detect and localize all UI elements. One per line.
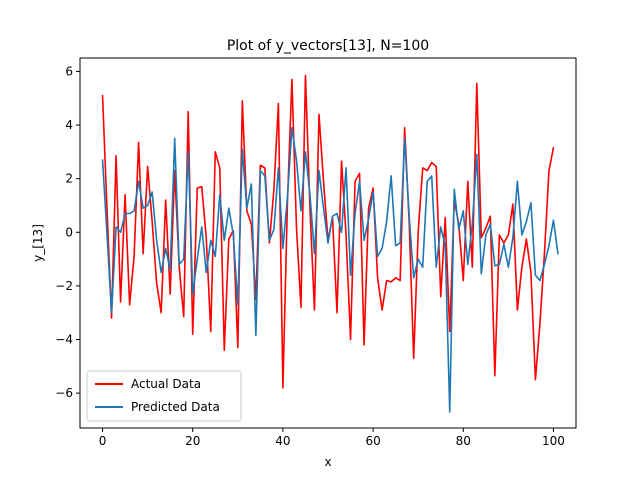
plot-frame [79, 57, 577, 429]
x-tick-label: 40 [275, 434, 290, 448]
x-axis: 0 20 40 60 80 100 [99, 428, 565, 448]
y-tick-label: 4 [65, 118, 73, 132]
x-axis-label: x [324, 455, 331, 469]
y-tick-label: 0 [65, 225, 73, 239]
y-tick-label: 6 [65, 64, 73, 78]
y-tick-label: 2 [65, 172, 73, 186]
x-tick-label: 0 [99, 434, 107, 448]
series-line-predicted [101, 126, 559, 413]
y-axis-label: y_[13] [31, 224, 45, 262]
y-tick-label: −4 [55, 333, 73, 347]
x-tick-label: 20 [185, 434, 200, 448]
legend-box [86, 370, 242, 422]
x-tick-label: 60 [365, 434, 380, 448]
legend-label-predicted: Predicted Data [131, 400, 220, 414]
legend-label-actual: Actual Data [131, 377, 201, 391]
y-tick-label: −2 [55, 279, 73, 293]
x-tick-label: 80 [456, 434, 471, 448]
y-axis: −6 −4 −2 0 2 4 6 [55, 64, 80, 400]
series-layer [101, 74, 559, 413]
x-tick-label: 100 [542, 434, 565, 448]
legend: Actual Data Predicted Data [86, 370, 242, 422]
y-tick-label: −6 [55, 386, 73, 400]
chart-title: Plot of y_vectors[13], N=100 [227, 38, 429, 54]
